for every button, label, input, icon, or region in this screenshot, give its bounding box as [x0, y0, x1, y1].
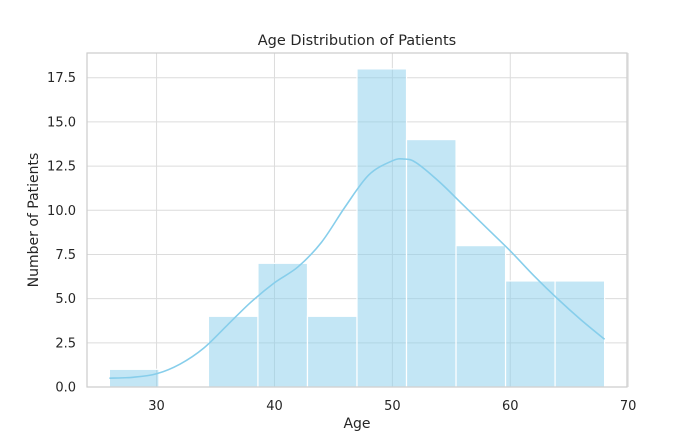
histogram-bar [257, 262, 309, 388]
x-tick-label: 50 [384, 399, 401, 414]
y-tick-label: 10.0 [47, 204, 76, 219]
histogram-bar [504, 280, 556, 388]
x-tick-label: 30 [148, 399, 165, 414]
kde-line [109, 157, 606, 379]
y-axis-title: Number of Patients [26, 153, 42, 288]
chart-title: Age Distribution of Patients [258, 33, 456, 49]
y-tick-label: 0.0 [55, 381, 76, 396]
x-tick-label: 60 [502, 399, 519, 414]
y-tick-labels: 0.0 2.5 5.0 7.5 10.0 12.5 15.0 17.5 [47, 71, 76, 395]
histogram-bar [455, 245, 507, 388]
x-tick-label: 40 [266, 399, 283, 414]
histogram-bars [108, 68, 606, 388]
histogram-bar [405, 138, 457, 388]
y-tick-label: 5.0 [55, 292, 76, 307]
y-tick-label: 2.5 [55, 336, 76, 351]
y-tick-label: 17.5 [47, 71, 76, 86]
y-tick-label: 7.5 [55, 248, 76, 263]
histogram-bar [356, 68, 408, 388]
x-axis-title: Age [343, 416, 370, 432]
x-tick-labels: 30 40 50 60 70 [148, 399, 636, 414]
kde-curve-layer [109, 157, 606, 379]
histogram-bar [306, 315, 358, 388]
plot-frame [86, 52, 628, 388]
x-tick-label: 70 [620, 399, 637, 414]
y-tick-label: 15.0 [47, 115, 76, 130]
histogram-bar [207, 315, 259, 388]
y-tick-label: 12.5 [47, 160, 76, 175]
